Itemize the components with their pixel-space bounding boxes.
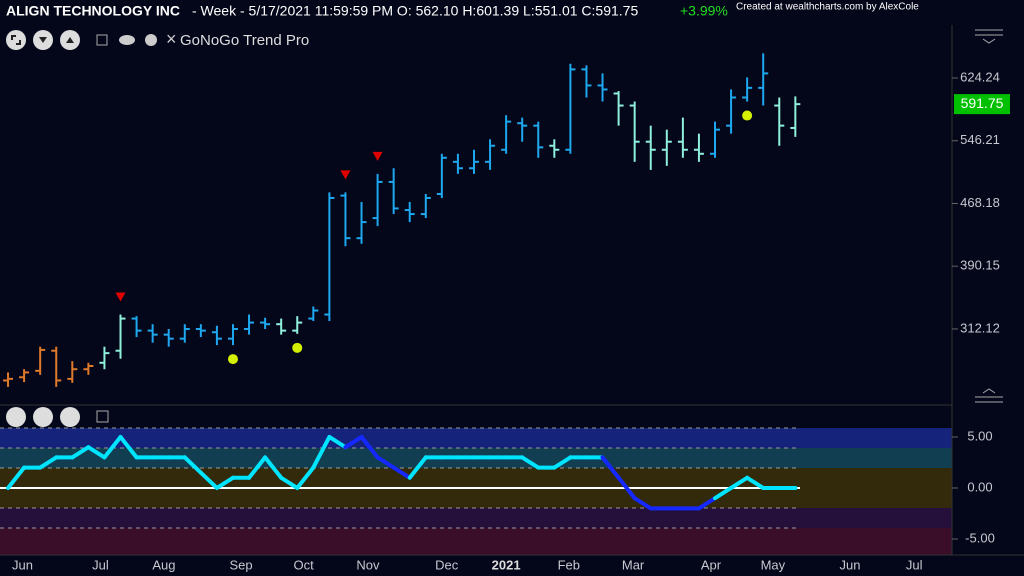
oscillator-segment [38,455,59,470]
oscillator-segment [295,465,316,490]
oscillator-segment [729,475,750,490]
button[interactable] [6,30,26,50]
y-tick-label: -5.00 [965,530,995,545]
oscillator-segment [745,475,766,490]
y-tick-label: 390.15 [960,258,1000,273]
y-tick-label: 0.00 [967,479,992,494]
svg-text:×: × [166,29,177,49]
oscillator-segment [198,470,219,490]
x-tick-label: Nov [356,557,380,572]
x-tick-label: Apr [701,557,722,572]
x-tick-label: Oct [294,557,315,572]
indicator-name: GoNoGo Trend Pro [180,32,309,49]
x-tick-label: Jul [92,557,109,572]
oscillator-segment [375,455,396,470]
change: +3.99% [680,3,728,19]
oscillator-segment [359,434,380,460]
x-tick-label: May [761,557,786,572]
x-tick-label: Jun [839,557,860,572]
oscillator-segment [713,485,734,501]
last-price-box [954,94,1010,115]
symbol-title: ALIGN TECHNOLOGY INC [6,3,180,19]
x-tick-label: Sep [229,557,252,572]
button[interactable] [6,407,26,427]
oscillator-segment [407,455,428,480]
last-price: 591.75 [961,95,1004,111]
oscillator-segment [343,434,364,450]
oscillator-segment [391,465,412,480]
y-tick-label: 546.21 [960,132,1000,147]
oscillator-segment [118,434,139,460]
toolbar: × GoNoGo Trend Pro [6,29,1003,427]
x-tick-label: Aug [152,557,175,572]
down-signal [340,170,351,180]
oscillator-segment [311,434,332,470]
oscillator-segment [552,455,573,470]
oscillator-segment [616,475,637,501]
oscillator-segment [327,434,348,450]
oscillator-segment [6,465,27,490]
dot-signal [227,354,238,365]
y-tick-label: 312.12 [960,320,1000,335]
dot-signal [292,342,303,353]
x-tick-label: Jul [906,557,923,572]
down-signal [115,292,126,302]
oscillator-segment [600,455,621,480]
oscillator-segment [102,434,123,460]
x-tick-label: Feb [558,557,580,572]
credit: Created at wealthcharts.com by AlexCole [736,2,919,13]
x-tick-label: Mar [622,557,645,572]
oscillator-segment [279,475,300,490]
oscillator-segment [214,475,235,490]
oscillator-segment [247,455,268,480]
y-tick-label: 468.18 [960,195,1000,210]
oscillator-segment [696,496,718,511]
dot-signal [742,110,753,121]
y-tick-label: 5.00 [967,428,992,443]
oscillator-bands [0,427,952,555]
down-signal [372,151,383,161]
bar-info: - Week - 5/17/2021 11:59:59 PM O: 562.10… [192,3,638,19]
oscillator-segment [632,496,653,511]
x-tick-label: 2021 [492,557,521,572]
x-tick-label: Dec [435,557,459,572]
oscillator-segment [182,455,203,475]
button[interactable] [33,407,53,427]
oscillator-segment [263,455,284,480]
button[interactable] [60,407,80,427]
y-tick-label: 624.24 [960,69,1000,84]
oscillator-segment [520,455,541,470]
x-tick-label: Jun [12,557,33,572]
oscillator-segment [70,445,91,460]
oscillator-segment [86,445,107,460]
